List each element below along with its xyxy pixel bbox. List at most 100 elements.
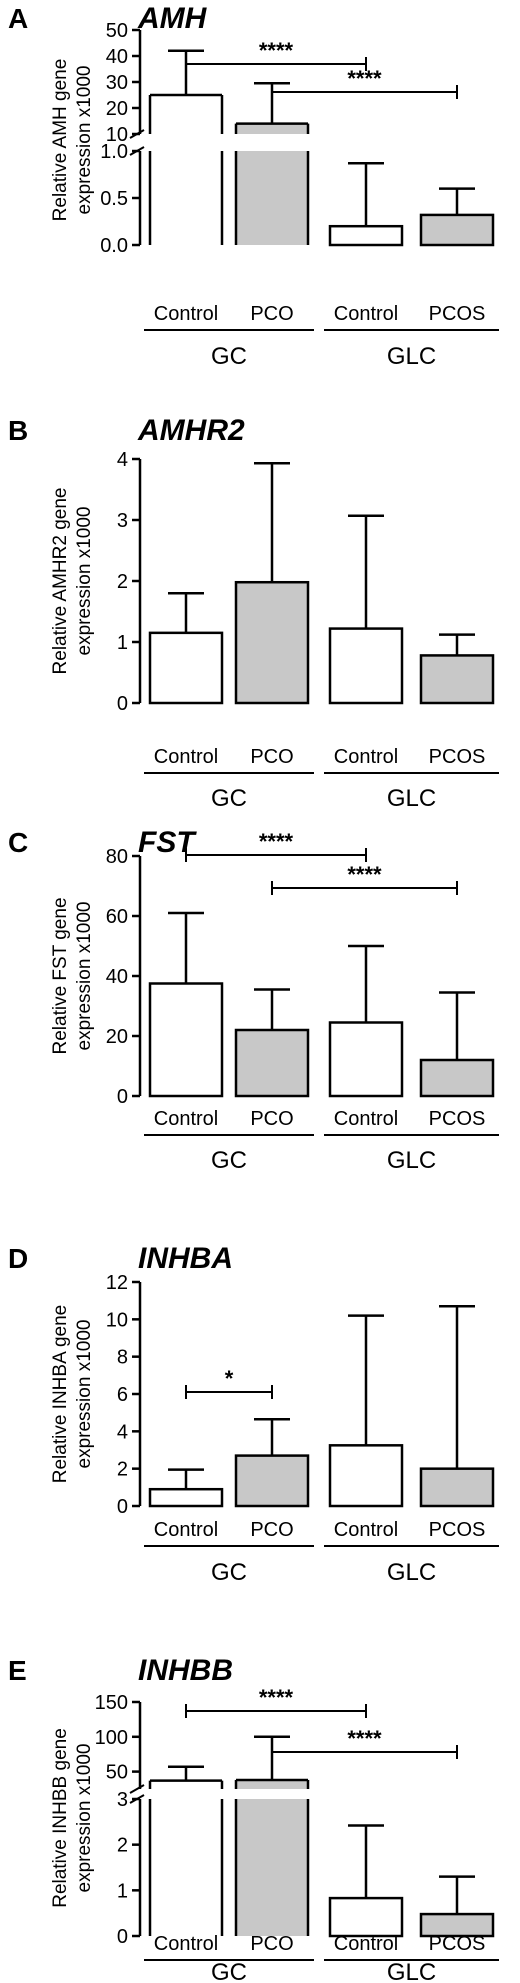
y-axis-label-line: expression x1000: [74, 66, 95, 215]
group-label: GC: [211, 1147, 247, 1174]
y-tick-label: 0: [117, 1926, 128, 1948]
bar-fill: [236, 1779, 308, 1789]
y-axis-label: Relative INHBA gene expression x1000: [50, 1305, 95, 1484]
y-tick-label: 1.0: [100, 141, 128, 163]
x-tick-label: Control: [334, 1108, 398, 1130]
x-tick-label: PCOS: [429, 1519, 486, 1541]
y-tick-label: 40: [106, 966, 128, 988]
y-tick-label: 40: [106, 46, 128, 68]
bar-fill: [150, 95, 222, 134]
panel-B: B AMHR2 Relative AMHR2 gene expression x100…: [8, 414, 499, 812]
x-tick-label: PCOS: [429, 303, 486, 325]
y-tick-label: 20: [106, 1026, 128, 1048]
y-axis-label: Relative AMHR2 gene expression x1000: [50, 488, 95, 675]
chart-title: FST: [138, 826, 197, 859]
y-tick-label: 1: [117, 632, 128, 654]
y-axis-label-line: expression x1000: [74, 1744, 95, 1893]
bar-fill: [150, 151, 222, 245]
x-tick-label: PCO: [250, 1519, 293, 1541]
y-tick-label: 2: [117, 1835, 128, 1857]
chart-title: INHBB: [138, 1654, 233, 1687]
axis-break-mark: [129, 1794, 145, 1804]
y-tick-label: 150: [95, 1692, 128, 1714]
bar: [148, 631, 224, 705]
y-axis-label-line: expression x1000: [74, 902, 95, 1051]
y-tick-label: 2: [117, 1459, 128, 1481]
x-tick-label: Control: [334, 1933, 398, 1955]
x-tick-label: PCO: [250, 1933, 293, 1955]
y-tick-label: 0.5: [100, 188, 128, 210]
panel-A: A AMH Relative AMH gene expression x10000.0…: [8, 2, 499, 370]
panel-letter: B: [8, 415, 28, 446]
significance-label: ****: [347, 66, 382, 91]
panel-letter: D: [8, 1243, 28, 1274]
x-tick-label: Control: [154, 1519, 218, 1541]
y-tick-label: 50: [106, 1762, 128, 1784]
y-tick-label: 1: [117, 1880, 128, 1902]
bar: [328, 1896, 404, 1938]
group-label: GLC: [387, 1559, 436, 1586]
bar: [328, 224, 404, 247]
y-tick-label: 3: [117, 1789, 128, 1811]
bar: [328, 1444, 404, 1508]
group-label: GC: [211, 1959, 247, 1983]
bar: [234, 580, 310, 705]
significance-label: ****: [347, 1726, 382, 1751]
x-tick-label: PCOS: [429, 746, 486, 768]
bar-fill: [236, 1799, 308, 1936]
y-tick-label: 80: [106, 846, 128, 868]
y-tick-label: 6: [117, 1384, 128, 1406]
y-tick-label: 30: [106, 72, 128, 94]
y-axis-label-line: expression x1000: [74, 1320, 95, 1469]
y-tick-label: 8: [117, 1347, 128, 1369]
bar: [148, 1487, 224, 1508]
bar: [328, 627, 404, 705]
x-tick-label: PCO: [250, 1108, 293, 1130]
group-label: GLC: [387, 343, 436, 370]
group-label: GC: [211, 785, 247, 812]
significance-label: ****: [347, 862, 382, 887]
y-tick-label: 0: [117, 1086, 128, 1108]
y-axis-label-line: Relative INHBA gene: [50, 1305, 71, 1484]
chart-title: AMH: [137, 2, 208, 35]
x-tick-label: Control: [334, 303, 398, 325]
y-axis-label: Relative FST gene expression x1000: [50, 897, 95, 1054]
x-tick-label: Control: [154, 1108, 218, 1130]
group-label: GLC: [387, 1147, 436, 1174]
bar-fill: [150, 1780, 222, 1789]
y-tick-label: 10: [106, 1309, 128, 1331]
bar: [419, 654, 495, 705]
y-tick-label: 2: [117, 571, 128, 593]
bar: [419, 1058, 495, 1098]
y-tick-label: 0: [117, 693, 128, 715]
y-tick-label: 0.0: [100, 235, 128, 257]
significance-label: *: [225, 1366, 234, 1391]
y-tick-label: 10: [106, 124, 128, 146]
y-axis-label-line: Relative INHBB gene: [50, 1728, 71, 1908]
x-tick-label: Control: [154, 746, 218, 768]
panel-letter: A: [8, 3, 28, 34]
bar-fill: [150, 1799, 222, 1936]
y-tick-label: 4: [117, 449, 128, 471]
x-tick-label: PCOS: [429, 1933, 486, 1955]
y-axis-label-line: Relative AMH gene: [50, 59, 71, 222]
y-axis-label: Relative AMH gene expression x1000: [50, 59, 95, 222]
y-tick-label: 50: [106, 20, 128, 42]
bar: [328, 1021, 404, 1098]
chart-title: AMHR2: [137, 414, 245, 447]
x-tick-label: PCO: [250, 746, 293, 768]
x-tick-label: Control: [334, 1519, 398, 1541]
y-axis-label: Relative INHBB gene expression x1000: [50, 1728, 95, 1908]
x-tick-label: PCOS: [429, 1108, 486, 1130]
significance-label: ****: [259, 829, 294, 854]
bar-fill: [236, 151, 308, 245]
group-label: GC: [211, 343, 247, 370]
x-tick-label: Control: [334, 746, 398, 768]
axis-break-mark: [129, 1784, 145, 1794]
bar: [234, 1028, 310, 1098]
bar: [148, 982, 224, 1098]
significance-label: ****: [259, 1685, 294, 1710]
panel-letter: C: [8, 827, 28, 858]
panel-E: E INHBB Relative INHBB gene expression x100…: [8, 1654, 499, 1983]
